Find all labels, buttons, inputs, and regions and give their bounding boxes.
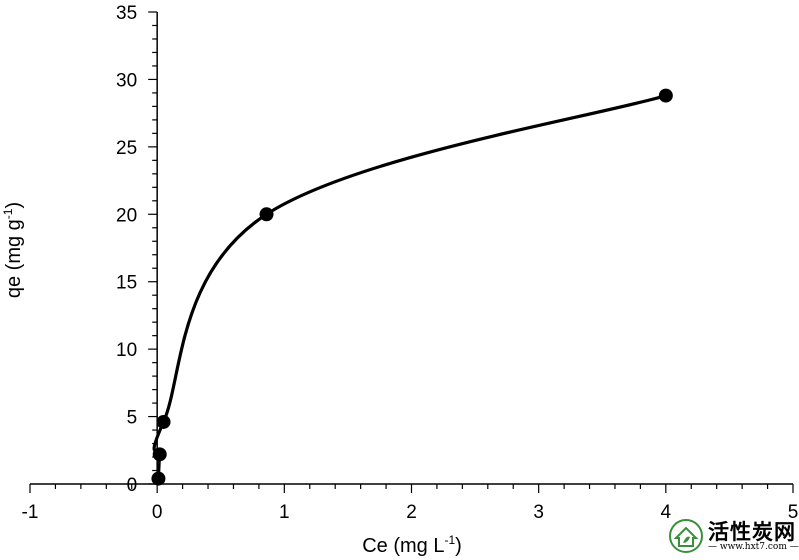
y-axis-title: qe (mg g-1) bbox=[1, 202, 25, 298]
data-point bbox=[259, 207, 274, 222]
data-point bbox=[152, 447, 167, 462]
x-tick-label: 4 bbox=[661, 502, 672, 523]
y-tick-label: 5 bbox=[127, 408, 138, 429]
x-tick-label: 1 bbox=[279, 502, 290, 523]
y-axis-ticks: 0 5 10 15 20 25 30 35 bbox=[116, 3, 158, 496]
y-tick-label: 0 bbox=[127, 475, 138, 496]
axes bbox=[30, 12, 793, 485]
x-tick-label: 3 bbox=[533, 502, 544, 523]
series-line bbox=[152, 94, 667, 479]
data-point bbox=[156, 414, 171, 429]
watermark: 活性炭网 www.hxt7.com bbox=[668, 516, 796, 558]
data-point bbox=[151, 471, 166, 486]
y-tick-label: 20 bbox=[116, 205, 137, 226]
x-tick-label: 5 bbox=[788, 502, 799, 523]
house-leaf-logo-icon bbox=[669, 519, 703, 553]
y-tick-label: 25 bbox=[116, 138, 137, 159]
x-axis-title: Ce (mg L-1) bbox=[362, 533, 462, 557]
y-tick-label: 10 bbox=[116, 340, 137, 361]
watermark-text: 活性炭网 bbox=[708, 520, 796, 544]
y-tick-label: 30 bbox=[116, 70, 137, 91]
x-tick-label: -1 bbox=[22, 502, 39, 523]
x-axis-ticks: -1 0 1 2 3 4 5 bbox=[22, 484, 799, 523]
watermark-url: www.hxt7.com bbox=[708, 542, 799, 552]
y-tick-label: 35 bbox=[116, 3, 137, 24]
data-points bbox=[151, 88, 673, 486]
y-tick-label: 15 bbox=[116, 273, 137, 294]
data-point bbox=[658, 88, 673, 103]
x-tick-label: 0 bbox=[152, 502, 163, 523]
x-tick-label: 2 bbox=[406, 502, 417, 523]
series-curve bbox=[152, 94, 667, 479]
